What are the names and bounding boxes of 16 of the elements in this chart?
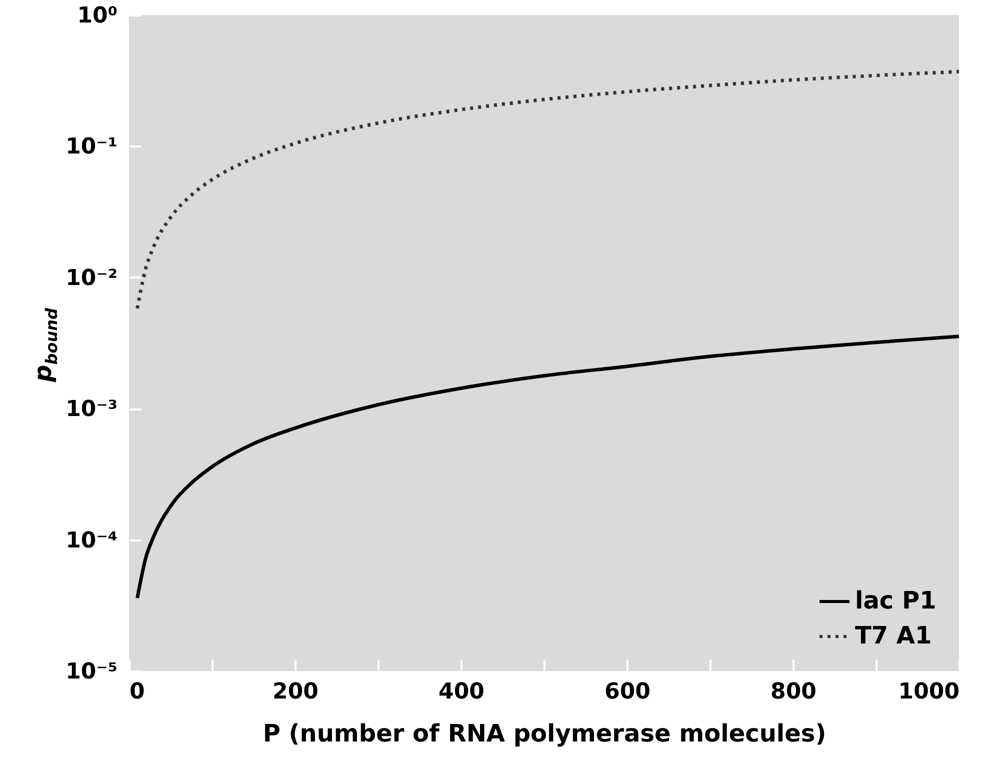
y-tick-label: 10⁻⁵ [66,660,118,684]
legend-label: lac P1 [855,586,936,614]
y-tick-label: 10⁰ [77,4,118,28]
x-tick-label: 800 [770,680,816,704]
y-tick-label: 10⁻² [66,266,118,291]
x-tick-label: 0 [130,680,145,704]
x-tick-label: 200 [272,680,318,704]
line-series [136,70,961,310]
x-tick-label: 1000 [898,680,960,704]
y-tick-label: 10⁻⁴ [66,528,118,554]
legend-label: T7 A1 [855,622,932,650]
y-tick-label: 10⁻¹ [66,134,118,160]
y-tick-label: 10⁻³ [66,397,118,422]
x-tick-label: 400 [438,680,484,704]
x-axis-title: P (number of RNA polymerase molecules) [262,720,826,748]
x-tick-label: 600 [604,680,650,704]
